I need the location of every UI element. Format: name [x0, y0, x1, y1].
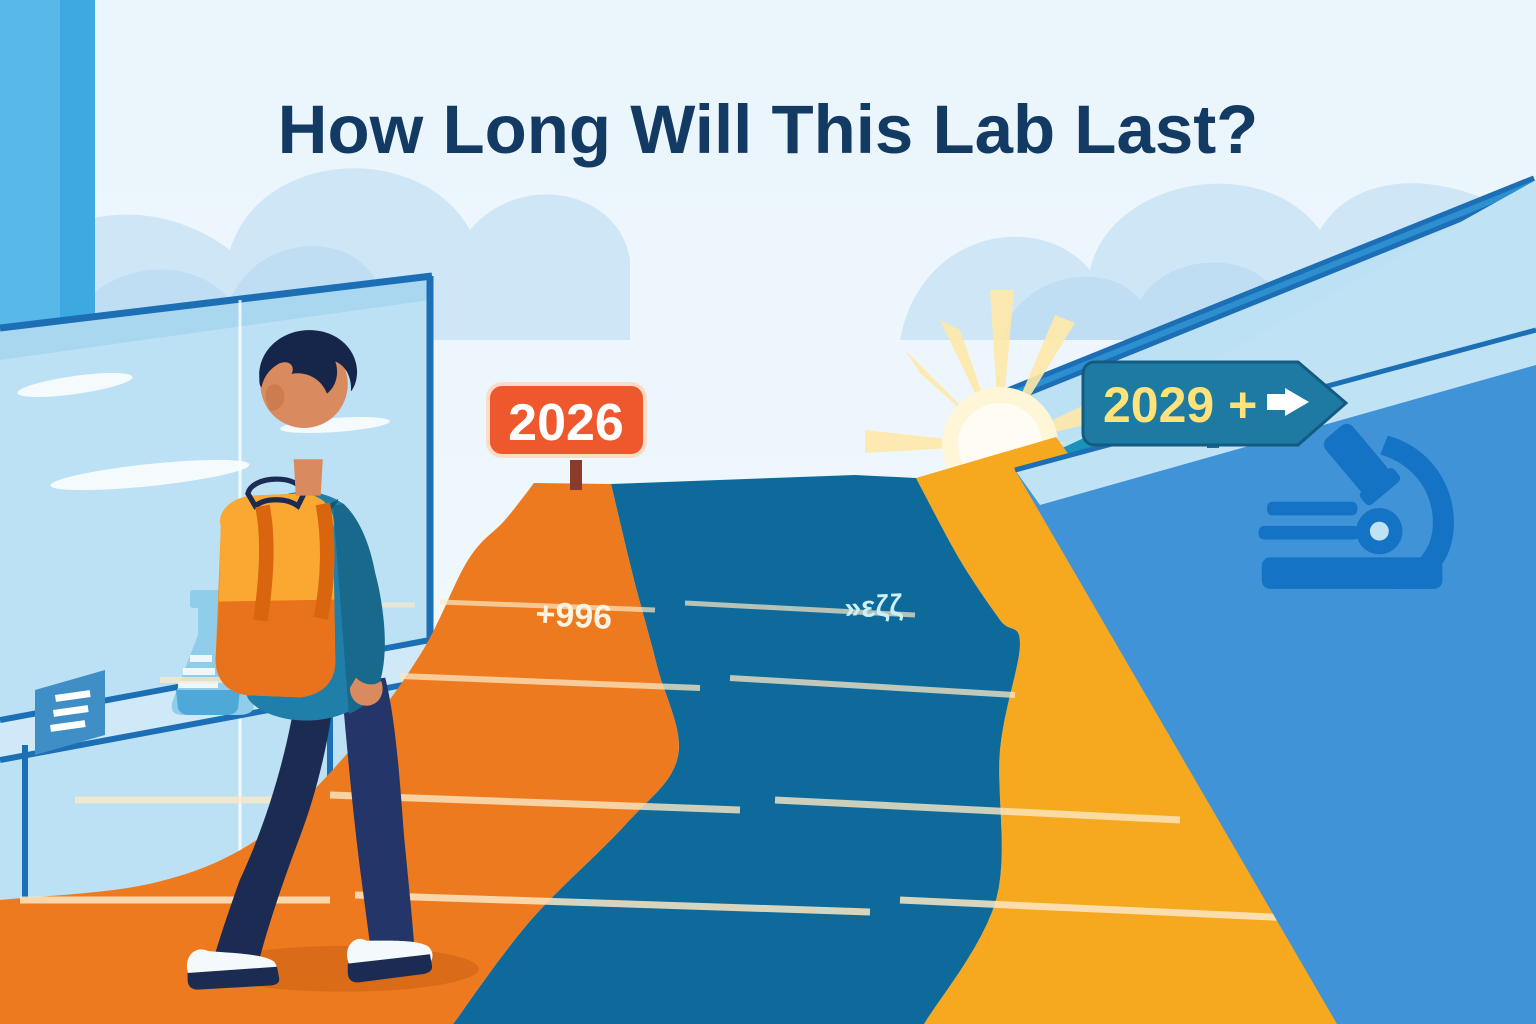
svg-text:2026: 2026 [508, 394, 624, 452]
svg-text:+996: +996 [535, 595, 613, 637]
svg-text:»εζζ: »εζζ [844, 589, 904, 625]
svg-text:2029 +: 2029 + [1103, 377, 1257, 433]
